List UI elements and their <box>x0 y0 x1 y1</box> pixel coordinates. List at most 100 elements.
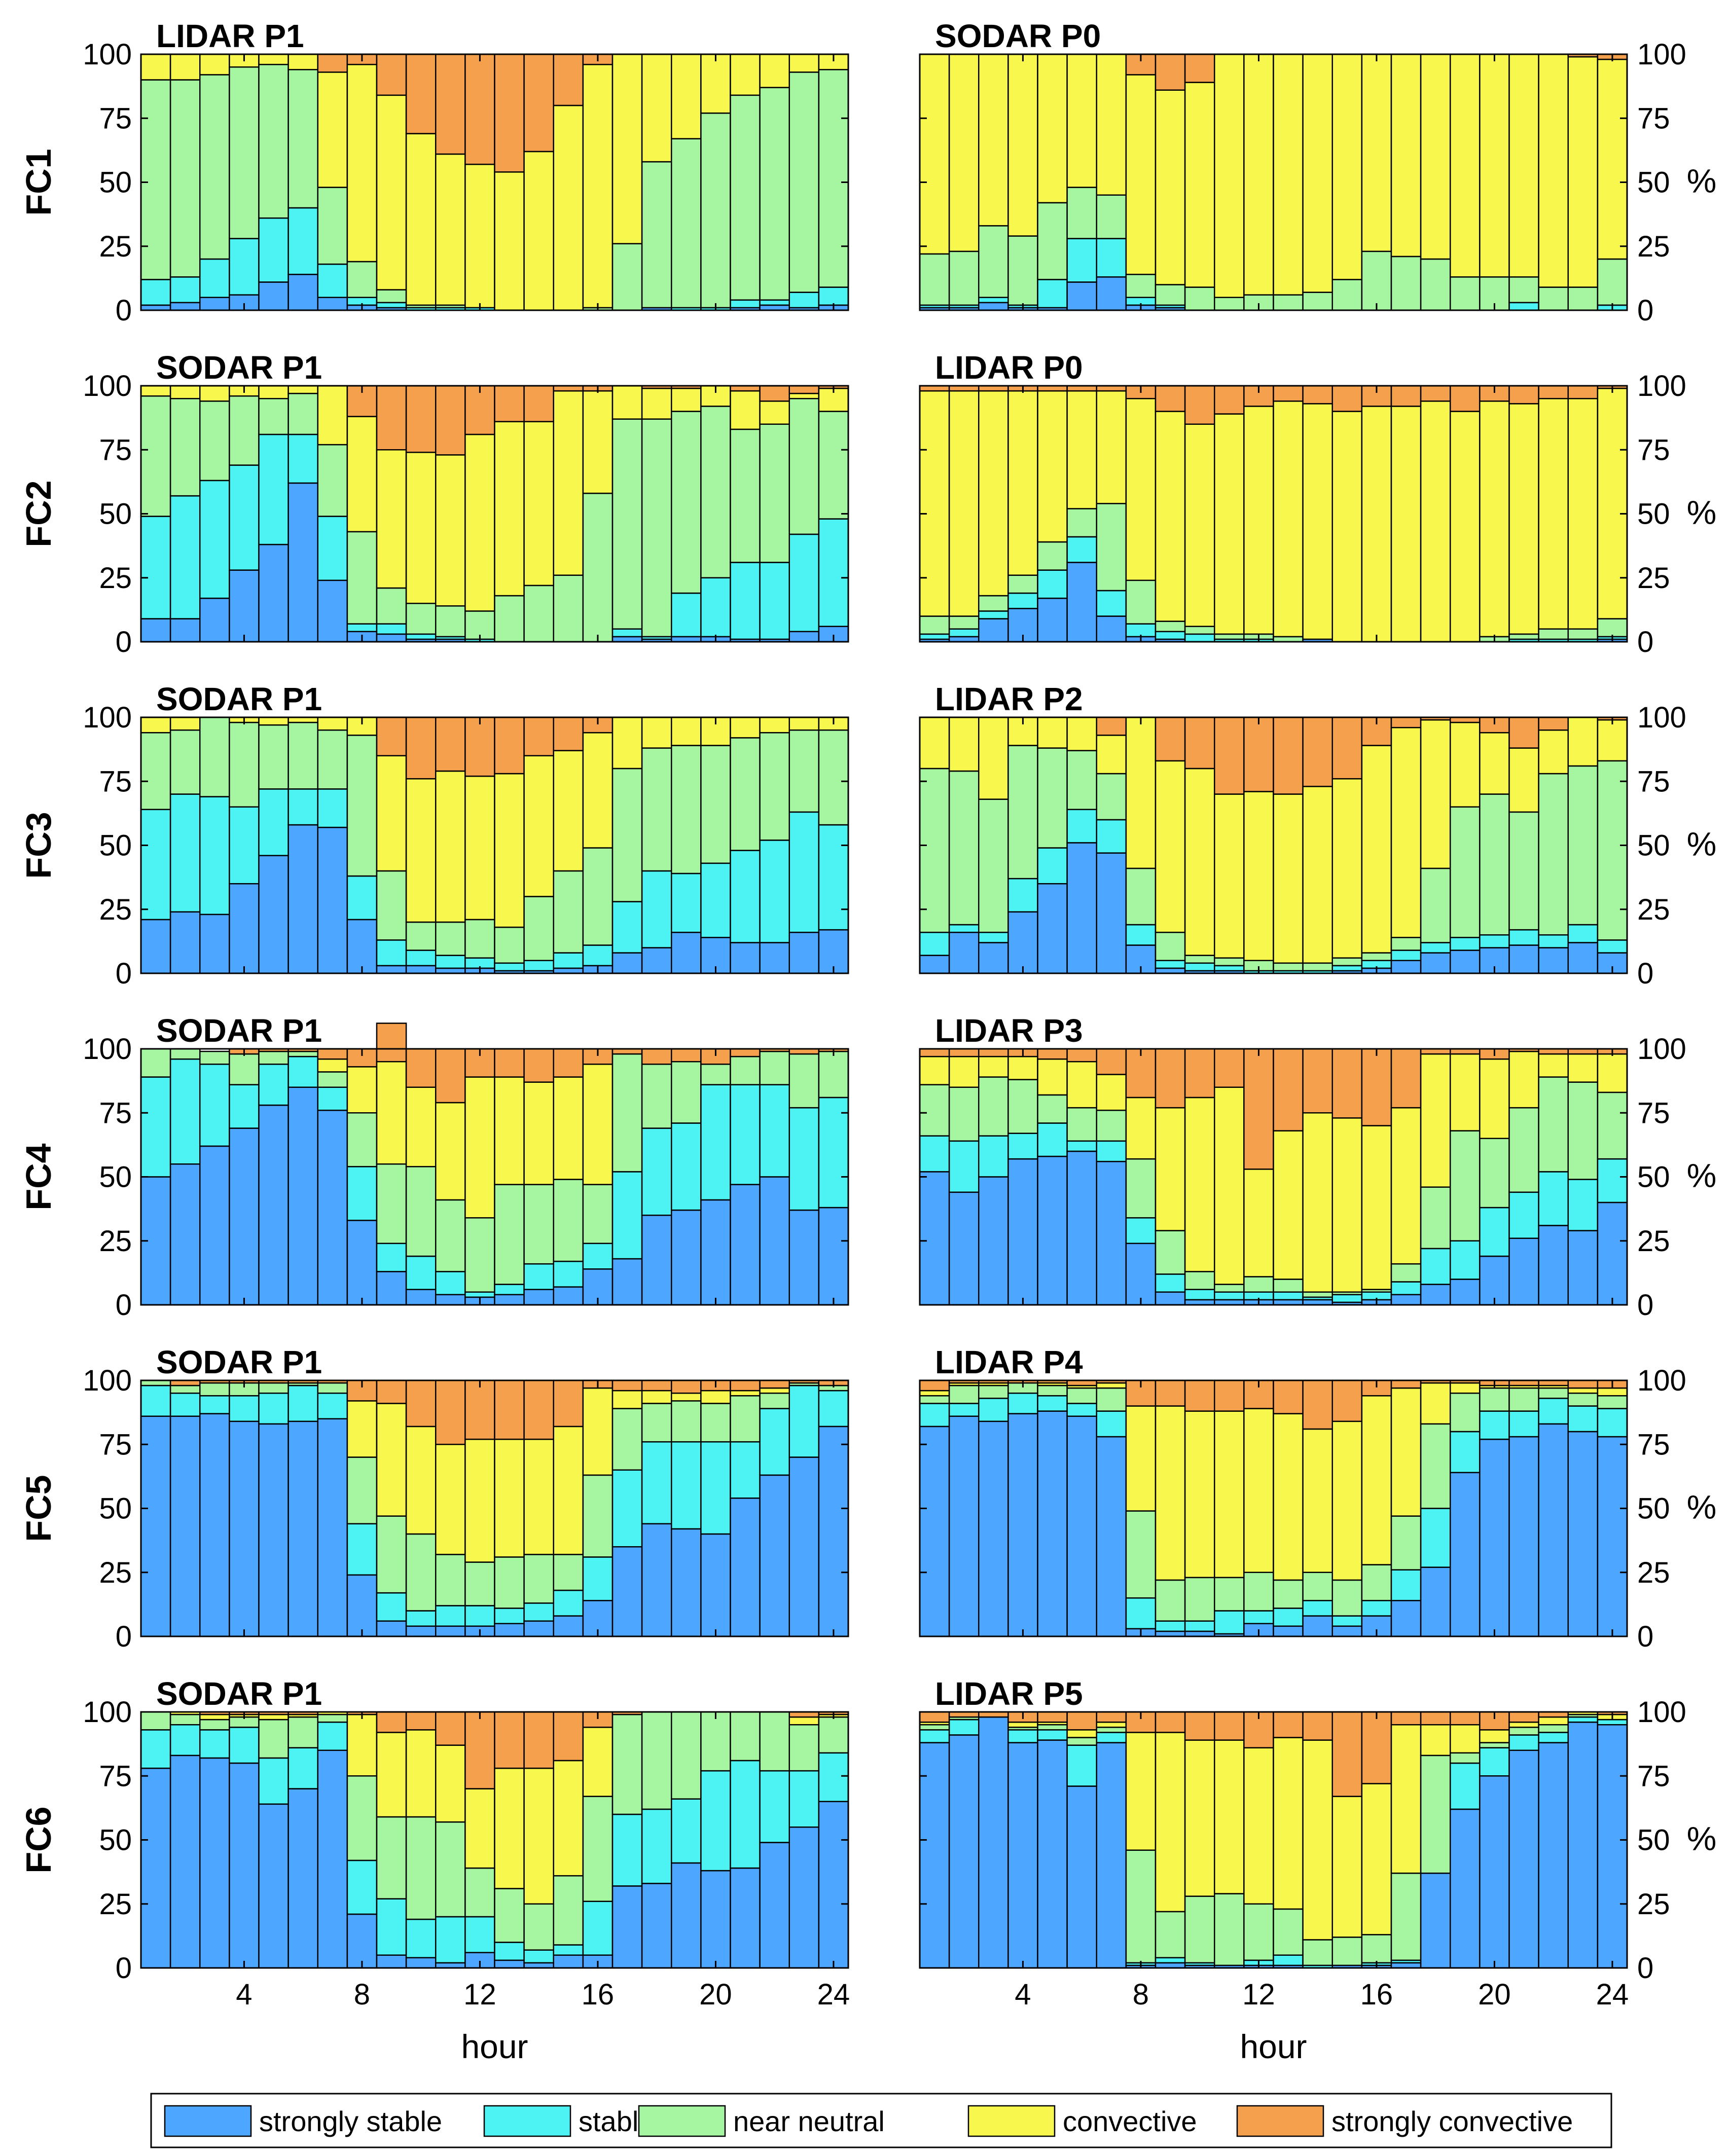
bar-segment-stable-hour-1 <box>140 1729 171 1769</box>
bar-segment-strongly-convective-hour-9 <box>1155 716 1186 762</box>
y-tick-label: 25 <box>1637 562 1670 595</box>
bar-segment-near-neutral-hour-1 <box>140 1379 171 1386</box>
bar-segment-convective-hour-18 <box>1420 400 1451 643</box>
bar-segment-convective-hour-10 <box>1184 1410 1215 1579</box>
bar-segment-convective-hour-11 <box>435 153 466 306</box>
bar-segment-near-neutral-hour-4 <box>1007 1079 1038 1134</box>
y-tick-label: 75 <box>1637 1097 1670 1129</box>
bar-segment-near-neutral-hour-23 <box>1567 765 1599 926</box>
bar-segment-near-neutral-hour-13 <box>1273 1579 1304 1609</box>
bar-segment-near-neutral-hour-16 <box>582 847 614 946</box>
bar-segment-strongly-convective-hour-9 <box>376 1022 407 1063</box>
bar-segment-stable-hour-17 <box>611 628 643 638</box>
bar-segment-convective-hour-15 <box>1331 1796 1363 1938</box>
bar-segment-strongly-stable-hour-10 <box>405 1625 437 1637</box>
y-tick-label: 100 <box>1637 1033 1686 1066</box>
bar-segment-stable-hour-23 <box>1567 924 1599 943</box>
panel-title: LIDAR P3 <box>935 1012 1083 1049</box>
bar-segment-stable-hour-1 <box>140 279 171 306</box>
bar-segment-convective-hour-6 <box>287 716 319 723</box>
bar-segment-strongly-stable-hour-7 <box>1096 852 1127 974</box>
bar-segment-near-neutral-hour-21 <box>1508 1727 1539 1736</box>
bar-segment-strongly-convective-hour-13 <box>494 1711 525 1769</box>
bar-segment-stable-hour-4 <box>229 1727 260 1764</box>
bar-segment-convective-hour-16 <box>582 1064 614 1185</box>
bar-segment-convective-hour-11 <box>435 454 466 607</box>
bar-segment-strongly-stable-hour-19 <box>671 931 702 974</box>
bar-segment-convective-hour-8 <box>1125 1097 1157 1160</box>
bar-segment-stable-hour-20 <box>700 1084 731 1201</box>
bar-segment-stable-hour-17 <box>1390 949 1422 962</box>
bar-segment-convective-hour-11 <box>1214 1410 1245 1579</box>
chart-panel-6: 0 25 50 75 100 LIDAR P2% <box>919 681 1716 990</box>
bar-segment-strongly-stable-hour-6 <box>287 1420 319 1637</box>
bar-segment-strongly-stable-hour-18 <box>641 947 672 974</box>
bar-segment-strongly-convective-hour-13 <box>494 716 525 775</box>
bar-segment-stable-hour-22 <box>759 562 790 640</box>
bar-segment-stable-hour-18 <box>641 870 672 948</box>
bar-segment-strongly-stable-hour-17 <box>1390 1962 1422 1969</box>
bar-segment-stable-hour-8 <box>346 1523 378 1576</box>
bar-segment-convective-hour-14 <box>1302 786 1333 964</box>
bar-segment-near-neutral-hour-22 <box>1538 1076 1569 1173</box>
bar-segment-stable-hour-17 <box>611 1469 643 1548</box>
bar-segment-strongly-stable-hour-7 <box>317 1749 348 1969</box>
bar-segment-convective-hour-22 <box>759 400 790 425</box>
y-axis-title: % <box>1687 1157 1717 1194</box>
y-tick-label: 75 <box>99 433 132 466</box>
bar-segment-stable-hour-9 <box>376 302 407 309</box>
y-tick-label: 75 <box>99 1760 132 1793</box>
panel-title: SODAR P1 <box>156 1012 322 1049</box>
bar-segment-stable-hour-3 <box>199 480 230 599</box>
x-tick-label: 12 <box>1242 1978 1275 2011</box>
bar-segment-strongly-convective-hour-6 <box>1066 1711 1098 1731</box>
bar-segment-stable-hour-11 <box>435 1271 466 1296</box>
bar-segment-near-neutral-hour-1 <box>919 615 950 635</box>
bar-segment-convective-hour-21 <box>1508 53 1539 278</box>
bar-segment-strongly-convective-hour-13 <box>1273 385 1304 402</box>
bar-segment-near-neutral-hour-16 <box>1361 952 1392 961</box>
bar-segment-convective-hour-2 <box>169 716 201 731</box>
bar-segment-strongly-stable-hour-20 <box>700 1870 731 1969</box>
bar-segment-near-neutral-hour-1 <box>919 1724 950 1731</box>
bar-segment-near-neutral-hour-5 <box>258 63 289 219</box>
bar-segment-stable-hour-4 <box>1007 592 1038 609</box>
y-tick-label: 25 <box>99 1556 132 1589</box>
bar-segment-strongly-stable-hour-24 <box>1597 1201 1628 1306</box>
panel-title: SODAR P1 <box>156 1344 322 1380</box>
bar-segment-strongly-convective-hour-14 <box>523 53 555 153</box>
x-tick-label: 8 <box>354 1978 370 2011</box>
bar-segment-convective-hour-7 <box>317 385 348 446</box>
bar-segment-near-neutral-hour-13 <box>494 1556 525 1609</box>
bar-segment-strongly-stable-hour-9 <box>376 965 407 974</box>
chart-panels: 0 25 50 75 100 LIDAR P1 0 25 50 75 100 SODAR P0% 0 25… <box>83 18 1716 2011</box>
bar-segment-near-neutral-hour-21 <box>730 94 761 301</box>
bar-segment-convective-hour-13 <box>1273 400 1304 638</box>
bar-segment-convective-hour-8 <box>1125 716 1157 869</box>
bar-segment-convective-hour-13 <box>1273 793 1304 964</box>
bar-segment-strongly-stable-hour-11 <box>435 967 466 974</box>
bar-segment-stable-hour-22 <box>1538 1398 1569 1425</box>
bar-segment-convective-hour-24 <box>1597 387 1628 619</box>
bar-segment-strongly-stable-hour-19 <box>1450 1808 1481 1969</box>
bar-segment-near-neutral-hour-19 <box>671 1711 702 1800</box>
bar-segment-convective-hour-8 <box>346 1066 378 1114</box>
bar-segment-near-neutral-hour-2 <box>169 729 201 795</box>
bar-segment-near-neutral-hour-22 <box>1538 628 1569 640</box>
bar-segment-near-neutral-hour-17 <box>1390 255 1422 311</box>
bar-segment-strongly-stable-hour-6 <box>287 274 319 311</box>
bar-segment-stable-hour-4 <box>229 464 260 571</box>
bar-segment-strongly-stable-hour-10 <box>405 1289 437 1306</box>
bar-segment-convective-hour-24 <box>1597 719 1628 762</box>
bar-segment-strongly-stable-hour-18 <box>1420 1872 1451 1969</box>
bar-segment-near-neutral-hour-2 <box>169 1384 201 1394</box>
bar-segment-stable-hour-13 <box>494 1284 525 1296</box>
bar-segment-near-neutral-hour-9 <box>1155 1230 1186 1275</box>
bar-segment-stable-hour-8 <box>346 1166 378 1221</box>
bar-segment-near-neutral-hour-10 <box>1184 1895 1215 1964</box>
bar-segment-stable-hour-17 <box>611 901 643 954</box>
y-tick-label: 100 <box>1637 370 1686 403</box>
bar-segment-strongly-convective-hour-21 <box>730 1379 761 1392</box>
y-tick-label: 75 <box>99 1428 132 1461</box>
bar-segment-near-neutral-hour-13 <box>494 595 525 643</box>
